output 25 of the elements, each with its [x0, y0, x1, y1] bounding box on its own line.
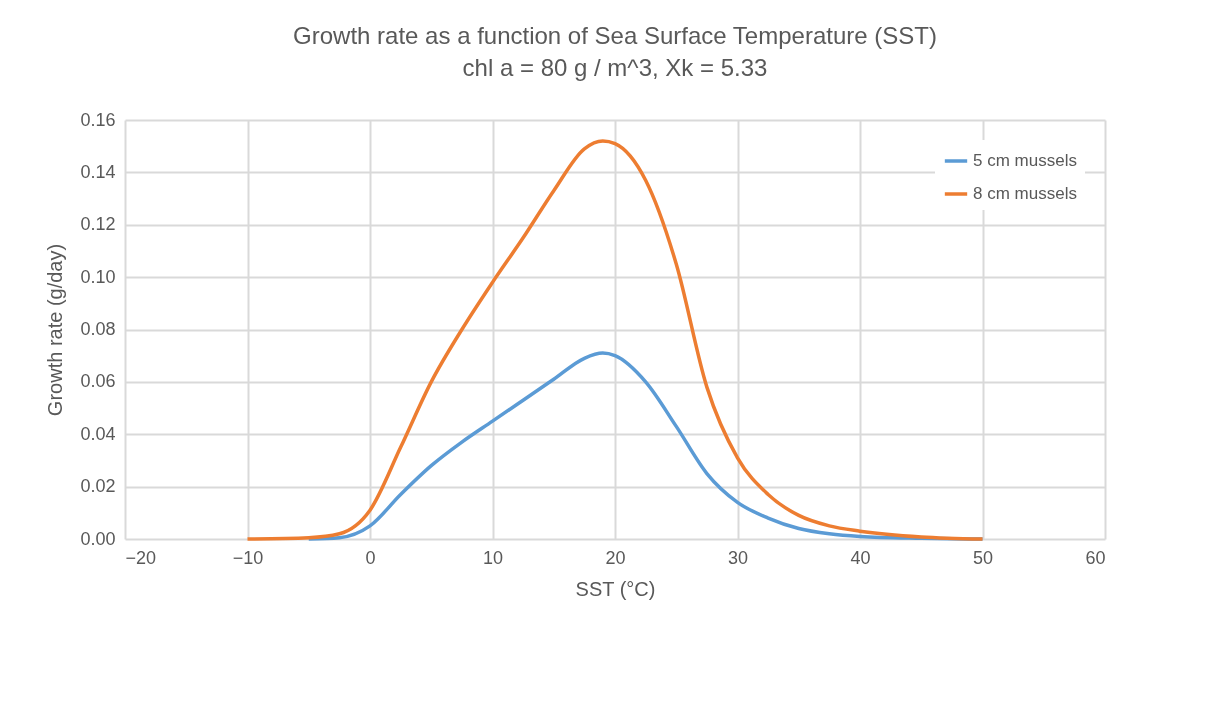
- x-tick-label: 60: [1085, 547, 1106, 568]
- chart-subtitle: chl a = 80 g / m^3, Xk = 5.33: [462, 54, 768, 81]
- x-tick-label: −20: [125, 547, 157, 568]
- x-axis-title: SST (°C): [575, 577, 656, 600]
- x-tick-label: 20: [605, 547, 626, 568]
- x-tick-label: 30: [727, 547, 749, 568]
- y-tick-label: 0.16: [80, 109, 116, 130]
- x-tick-label: −10: [232, 547, 264, 568]
- x-tick-label: 0: [365, 547, 376, 568]
- y-tick-label: 0.06: [80, 371, 116, 392]
- y-tick-label: 0.10: [80, 266, 116, 287]
- line-series: [245, 139, 985, 541]
- legend-label: 5 cm mussels: [973, 151, 1077, 170]
- y-tick-label: 0.08: [80, 319, 116, 339]
- x-tick-label: 50: [972, 547, 994, 568]
- y-axis-title: Growth rate (g/day): [44, 243, 67, 417]
- y-tick-label: 0.04: [80, 423, 116, 444]
- y-tick-label: 0.14: [80, 161, 116, 182]
- y-tick-label: 0.00: [80, 528, 116, 549]
- chart-title: Growth rate as a function of Sea Surface Temperature (SST): [293, 22, 937, 49]
- x-tick-label: 40: [850, 547, 871, 568]
- y-tick-label: 0.12: [80, 214, 116, 235]
- y-tick-label: 0.02: [80, 476, 116, 497]
- x-tick-label: 10: [482, 547, 504, 568]
- legend-label: 8 cm mussels: [973, 184, 1077, 203]
